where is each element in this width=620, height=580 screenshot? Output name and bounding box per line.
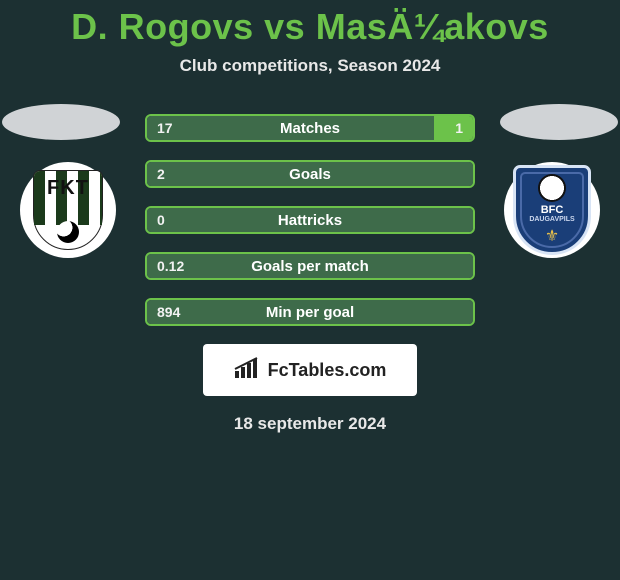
branding-text: FcTables.com <box>268 360 387 381</box>
stat-label: Goals <box>147 166 473 183</box>
comparison-area: FKT BFC DAUGAVPILS ⚜ 17Matches1 2Goals 0Ha… <box>0 114 620 434</box>
club-badge-right[interactable]: BFC DAUGAVPILS ⚜ <box>502 166 602 254</box>
stats-rows: 17Matches1 2Goals 0Hattricks 0.12Goals per … <box>145 114 475 326</box>
chart-bars-icon <box>234 357 262 384</box>
stat-value-right: 1 <box>445 116 473 140</box>
stat-label: Goals per match <box>147 258 473 275</box>
page-subtitle: Club competitions, Season 2024 <box>0 56 620 76</box>
footer-date: 18 september 2024 <box>0 414 620 434</box>
club-code-right: BFC <box>541 204 564 216</box>
fleur-de-lis-icon: ⚜ <box>545 226 559 246</box>
player-photo-left <box>2 104 120 140</box>
soccer-ball-icon <box>538 174 566 202</box>
stat-row: 0Hattricks <box>145 206 475 234</box>
stat-label: Matches <box>147 120 473 137</box>
stat-label: Min per goal <box>147 304 473 321</box>
player-photo-right <box>500 104 618 140</box>
page-title: D. Rogovs vs MasÄ¼akovs <box>0 6 620 48</box>
stat-row: 17Matches1 <box>145 114 475 142</box>
branding-badge[interactable]: FcTables.com <box>203 344 417 396</box>
club-city-right: DAUGAVPILS <box>529 216 574 223</box>
stat-label: Hattricks <box>147 212 473 229</box>
stat-row: 0.12Goals per match <box>145 252 475 280</box>
stat-row: 894Min per goal <box>145 298 475 326</box>
stat-row: 2Goals <box>145 160 475 188</box>
infographic-root: D. Rogovs vs MasÄ¼akovs Club competition… <box>0 0 620 434</box>
club-badge-left[interactable]: FKT <box>18 166 118 254</box>
